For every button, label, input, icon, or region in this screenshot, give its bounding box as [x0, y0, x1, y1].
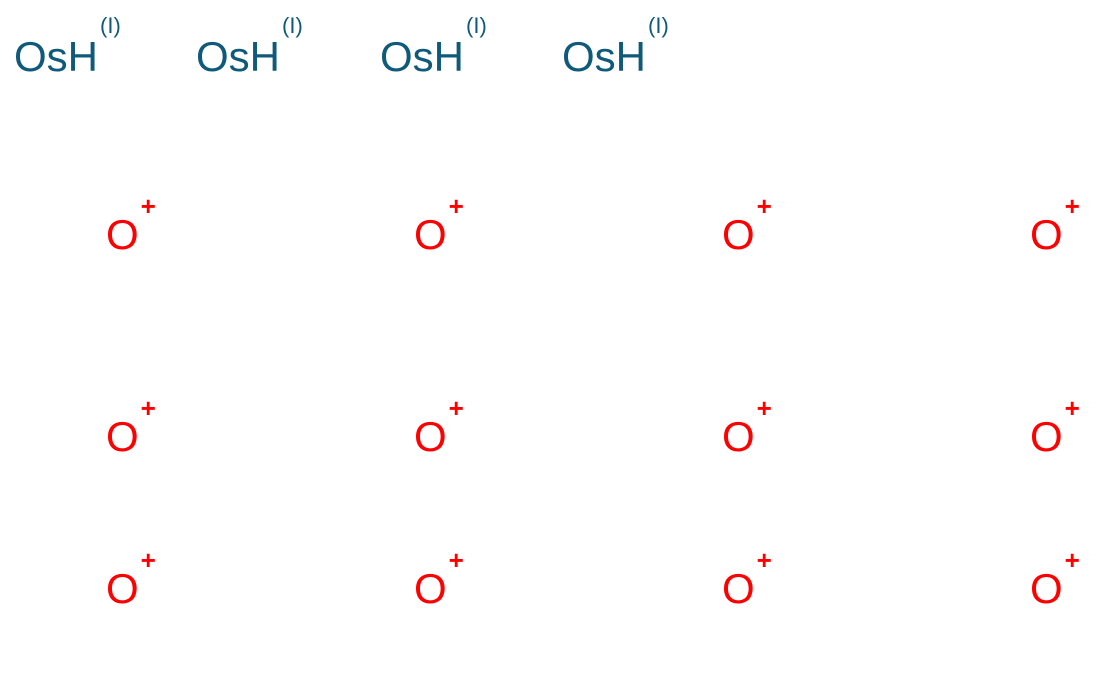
- osh-label: OsH(I): [562, 36, 646, 78]
- oxygen-cation: O+: [414, 214, 447, 256]
- osh-text: OsH: [380, 33, 464, 80]
- osh-label: OsH(I): [380, 36, 464, 78]
- oxygen-symbol: O: [414, 413, 447, 460]
- osh-label: OsH(I): [14, 36, 98, 78]
- oxygen-cation: O+: [722, 568, 755, 610]
- oxygen-cation: O+: [1030, 568, 1063, 610]
- oxygen-symbol: O: [414, 211, 447, 258]
- oxygen-symbol: O: [106, 413, 139, 460]
- oxygen-symbol: O: [1030, 413, 1063, 460]
- osh-text: OsH: [14, 33, 98, 80]
- oxygen-cation: O+: [106, 568, 139, 610]
- diagram-stage: OsH(I) OsH(I) OsH(I) OsH(I) O+ O+ O+ O+ O+ O+ O+ O+…: [0, 0, 1102, 689]
- oxygen-cation: O+: [1030, 416, 1063, 458]
- oxygen-symbol: O: [106, 565, 139, 612]
- oxygen-symbol: O: [1030, 565, 1063, 612]
- osh-label: OsH(I): [196, 36, 280, 78]
- oxygen-symbol: O: [722, 565, 755, 612]
- oxygen-symbol: O: [722, 211, 755, 258]
- oxygen-symbol: O: [106, 211, 139, 258]
- oxygen-symbol: O: [722, 413, 755, 460]
- osh-text: OsH: [196, 33, 280, 80]
- oxygen-cation: O+: [414, 568, 447, 610]
- oxygen-symbol: O: [1030, 211, 1063, 258]
- oxygen-cation: O+: [722, 214, 755, 256]
- oxygen-cation: O+: [106, 214, 139, 256]
- oxygen-symbol: O: [414, 565, 447, 612]
- oxygen-cation: O+: [722, 416, 755, 458]
- oxygen-cation: O+: [106, 416, 139, 458]
- osh-text: OsH: [562, 33, 646, 80]
- oxygen-cation: O+: [414, 416, 447, 458]
- oxygen-cation: O+: [1030, 214, 1063, 256]
